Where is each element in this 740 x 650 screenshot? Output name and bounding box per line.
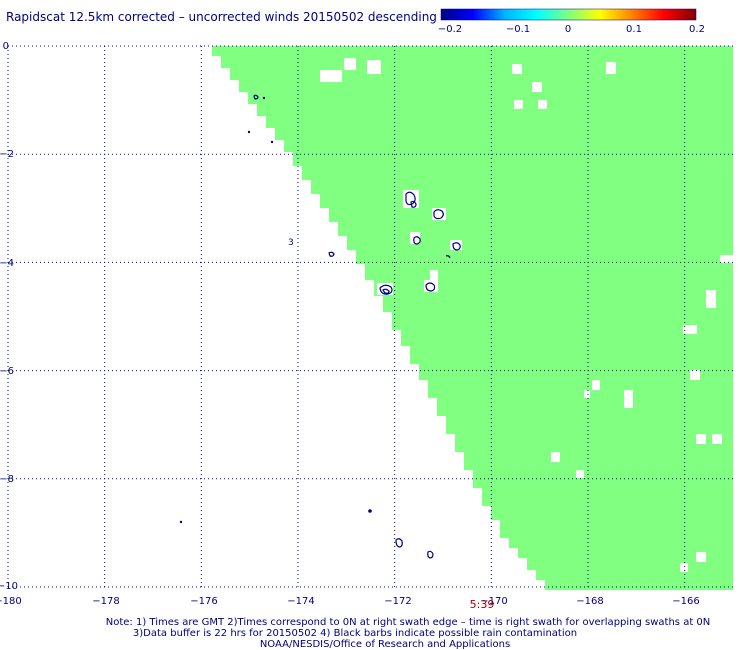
map-title: Rapidscat 12.5km corrected – uncorrected… [6, 10, 437, 24]
y-tick-label: −8 [0, 474, 14, 485]
colorbar-tick-3: 0 [565, 24, 571, 35]
contour-marker [253, 94, 259, 100]
y-tick-label: 0 [3, 41, 9, 52]
dot-markers [179, 96, 372, 524]
dot-marker [247, 130, 251, 134]
contour-markers [253, 94, 461, 559]
contour-marker [379, 284, 393, 295]
contour-marker [433, 209, 444, 220]
x-tick-label: −166 [672, 596, 699, 607]
dot-marker [262, 96, 266, 100]
colorbar-tick-5: 0.2 [689, 24, 705, 35]
y-tick-label: −6 [0, 366, 14, 377]
x-tick-label: −176 [190, 596, 217, 607]
y-axis-ticks: 0 −2 −4 −6 −8 −10 [0, 41, 18, 592]
note-line-1: Note: 1) Times are GMT 2)Times correspon… [106, 617, 711, 628]
colorbar: −0.2 −0.1 0 0.1 0.2 [438, 8, 705, 35]
swath-fill [206, 46, 733, 590]
dot-marker [368, 509, 372, 513]
colorbar-gradient [440, 8, 697, 21]
x-tick-label: −180 [0, 596, 22, 607]
contour-marker [395, 538, 403, 548]
y-tick-label: −2 [0, 149, 14, 160]
grid-lines [7, 45, 733, 588]
contour-marker [410, 200, 417, 208]
dot-marker [270, 140, 274, 144]
dot-marker [179, 520, 183, 524]
x-tick-label: −174 [287, 596, 314, 607]
colorbar-tick-1: −0.2 [438, 24, 462, 35]
note-line-3: NOAA/NESDIS/Office of Research and Appli… [260, 639, 510, 650]
stray-label: 3 [288, 238, 294, 248]
contour-marker [445, 255, 451, 259]
x-tick-label: −168 [576, 596, 603, 607]
note-line-2: 3)Data buffer is 22 hrs for 20150502 4) … [133, 628, 577, 639]
swath-coverage [206, 46, 733, 590]
colorbar-tick-4: 0.1 [626, 24, 642, 35]
contour-marker [328, 251, 335, 257]
contour-marker [405, 191, 416, 206]
y-tick-label: −10 [0, 581, 18, 592]
contour-marker [413, 236, 421, 245]
contour-marker [427, 550, 434, 559]
x-axis-ticks: −180 −178 −176 −174 −172 −170 −168 −166 [0, 596, 700, 607]
contour-marker [382, 288, 390, 294]
contour-marker [425, 282, 436, 292]
x-tick-label: −170 [480, 596, 507, 607]
swath-time-label: 5:39 [470, 598, 495, 611]
plot-area: −180 −178 −176 −174 −172 −170 −168 −166 … [0, 41, 733, 607]
contour-marker [452, 242, 461, 251]
x-tick-label: −178 [92, 596, 119, 607]
y-tick-label: −4 [0, 258, 14, 269]
colorbar-tick-2: −0.1 [506, 24, 530, 35]
x-tick-label: −172 [384, 596, 411, 607]
